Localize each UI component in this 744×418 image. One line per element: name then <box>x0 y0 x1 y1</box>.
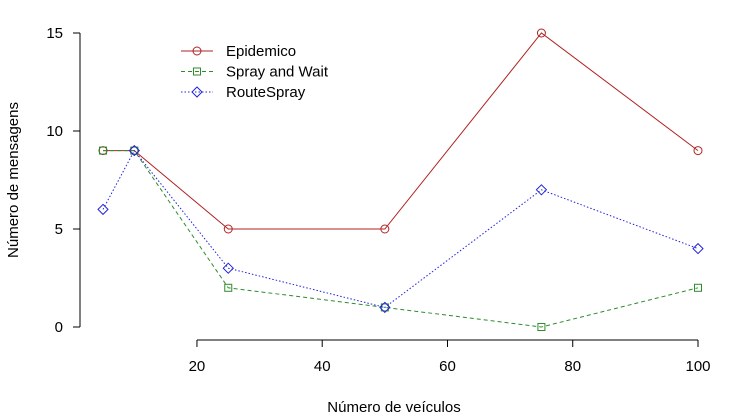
data-point <box>224 283 233 292</box>
x-tick-label: 100 <box>685 358 710 375</box>
data-point <box>222 262 234 274</box>
x-tick-label: 80 <box>564 358 581 375</box>
data-point <box>536 28 546 38</box>
data-point <box>535 184 548 196</box>
series-epidemico <box>98 28 703 234</box>
series-spray-and-wait <box>99 146 702 331</box>
data-point <box>128 144 141 157</box>
data-point <box>97 203 109 216</box>
data-point <box>99 146 107 155</box>
y-tick-label: 10 <box>46 123 63 140</box>
data-point <box>692 242 704 255</box>
series-layer <box>97 28 704 331</box>
x-tick-label: 20 <box>189 358 206 375</box>
legend-entry: RouteSpray <box>181 84 306 101</box>
legend-label: Epidemico <box>226 43 296 60</box>
legend-marker <box>192 46 202 56</box>
data-point <box>379 301 391 314</box>
series-routespray <box>97 144 704 314</box>
x-tick-label: 60 <box>439 358 456 375</box>
legend-marker <box>191 86 203 98</box>
series-line <box>103 32 699 230</box>
legend-marker <box>193 67 201 76</box>
data-point <box>130 146 139 155</box>
data-point <box>380 303 389 312</box>
data-point <box>223 224 233 234</box>
x-axis: 20 40 60 80 100 <box>189 339 711 375</box>
y-axis-title: Número de mensagens <box>5 102 22 258</box>
legend-label: RouteSpray <box>226 84 306 101</box>
x-axis-title: Número de veículos <box>327 399 460 416</box>
data-point <box>537 323 546 331</box>
y-tick-label: 15 <box>46 25 63 42</box>
legend-entry: Spray and Wait <box>181 64 329 81</box>
legend: Epidemico Spray and Wait RouteSpray <box>181 43 329 101</box>
data-point <box>694 283 702 292</box>
y-tick-label: 0 <box>55 319 63 336</box>
series-line <box>102 149 699 308</box>
x-tick-label: 40 <box>314 358 331 375</box>
data-point <box>380 224 390 234</box>
y-tick-label: 5 <box>55 221 63 238</box>
y-axis: 0 5 10 15 <box>46 25 81 336</box>
series-line <box>103 150 699 328</box>
legend-entry: Epidemico <box>181 43 296 60</box>
legend-label: Spray and Wait <box>226 64 329 81</box>
data-point <box>693 146 703 156</box>
